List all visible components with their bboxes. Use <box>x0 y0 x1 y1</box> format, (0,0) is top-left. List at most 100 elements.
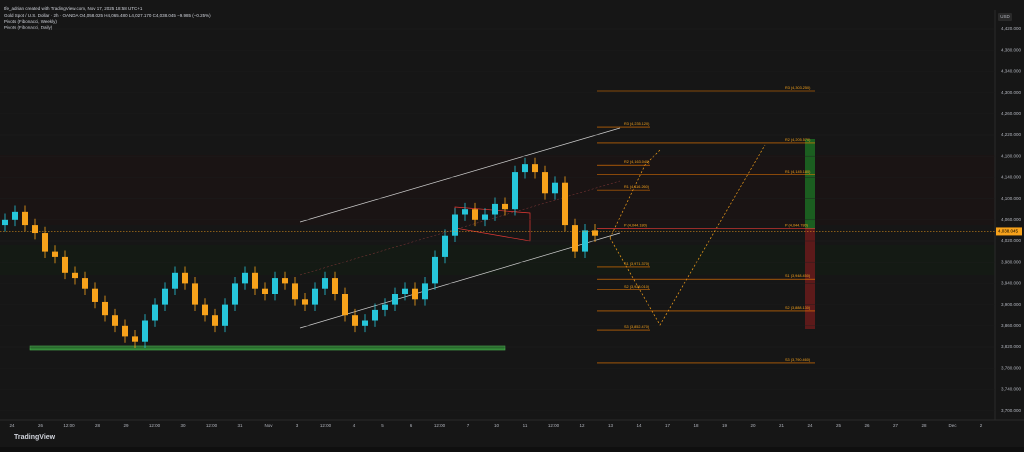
x-tick-label: 26 <box>864 423 870 428</box>
candle-body <box>402 288 408 294</box>
candle-body <box>372 309 378 321</box>
current-price-box <box>996 227 1022 236</box>
pivot-label: R3 (4,235.120) <box>624 122 650 126</box>
currency-box[interactable] <box>998 13 1012 21</box>
candle-body <box>582 230 588 252</box>
x-tick-label: 17 <box>665 423 671 428</box>
candle-body <box>142 320 148 342</box>
candle-body <box>382 304 388 310</box>
y-tick-label: 4,140.000 <box>1001 175 1022 180</box>
candle-body <box>342 294 348 316</box>
currency[interactable]: USD <box>1000 14 1010 19</box>
y-tick-label: 4,220.000 <box>1001 132 1022 137</box>
x-tick-label: 14 <box>636 423 642 428</box>
candle-body <box>462 209 468 215</box>
candle-body <box>512 172 518 210</box>
candle-body <box>72 272 78 279</box>
x-tick-label: 21 <box>779 423 785 428</box>
y-tick-label: 4,180.000 <box>1001 153 1022 158</box>
pivot-label: R1 (4,116.260) <box>624 185 650 189</box>
x-tick-label: 18 <box>693 423 699 428</box>
y-tick-label: 3,980.000 <box>1001 259 1022 264</box>
x-tick-label: 12:00 <box>434 423 446 428</box>
x-tick-label: 31 <box>237 423 243 428</box>
candle-body <box>312 288 318 305</box>
x-tick-label: 20 <box>750 423 756 428</box>
target-zone <box>805 139 815 229</box>
x-tick-label: 10 <box>494 423 500 428</box>
candle-body <box>152 304 158 321</box>
pivot-label: P (4,044.180) <box>624 223 648 227</box>
pivot-label: P (4,044.780) <box>785 223 809 227</box>
x-tick-label: 4 <box>353 423 356 428</box>
candle-body <box>82 278 88 289</box>
x-tick-label: 5 <box>381 423 384 428</box>
x-tick-label: 11 <box>523 423 528 428</box>
candle-body <box>2 219 8 226</box>
candle-body <box>172 272 178 289</box>
candle-body <box>112 315 118 326</box>
pivot-label: S1 (3,971.370) <box>624 262 650 266</box>
candle-body <box>502 203 508 210</box>
candle-body <box>302 299 308 305</box>
current-price-label: 4,038.045 <box>998 229 1019 234</box>
y-tick-label: 3,900.000 <box>1001 302 1022 307</box>
x-tick-label: 12:00 <box>206 423 218 428</box>
y-tick-label: 3,860.000 <box>1001 323 1022 328</box>
x-tick-label: 24 <box>9 423 15 428</box>
candle-body <box>162 288 168 305</box>
candle-body <box>222 304 228 326</box>
pivot-label: R2 (4,205.570) <box>785 138 811 142</box>
candle-body <box>412 288 418 300</box>
x-tick-label: 7 <box>467 423 470 428</box>
candle-body <box>262 288 268 294</box>
candle-body <box>92 288 98 302</box>
support-zone <box>29 345 506 351</box>
candle-body <box>492 203 498 215</box>
candle-body <box>352 315 358 326</box>
candle-body <box>362 320 368 326</box>
pivot-label: R2 (4,163.040) <box>624 160 650 164</box>
candle-body <box>102 301 108 316</box>
candle-body <box>282 278 288 284</box>
candle-body <box>592 230 598 236</box>
chart-layer: 3,700.000 3,740.000 3,780.000 3,820.000 3,86… <box>0 26 1022 428</box>
candle-body <box>202 304 208 316</box>
x-tick-label: 19 <box>722 423 728 428</box>
candle-body <box>332 278 338 294</box>
indicator: Pivots (Fibonacci, Weekly) <box>4 19 57 24</box>
y-tick-label: 4,020.000 <box>1001 238 1022 243</box>
channel-top <box>299 127 621 223</box>
candle-body <box>522 164 528 173</box>
y-tick-label: 3,780.000 <box>1001 365 1022 370</box>
y-tick-label: 4,060.000 <box>1001 217 1022 222</box>
y-tick-label: 4,380.000 <box>1001 47 1022 52</box>
x-tick-label: Nov <box>264 423 273 428</box>
candle-body <box>12 211 18 220</box>
author-line: tfe_adrian created with TradingView.com,… <box>4 6 143 11</box>
y-tick-label: 4,340.000 <box>1001 69 1022 74</box>
y-tick-label: 3,940.000 <box>1001 281 1022 286</box>
support-shade <box>0 245 995 275</box>
candle-body <box>422 283 428 300</box>
candle-body <box>132 336 138 342</box>
y-tick-label: 4,420.000 <box>1001 26 1022 31</box>
pivot-label: R3 (4,303.250) <box>785 86 811 90</box>
x-tick-label: 27 <box>893 423 899 428</box>
pivot-label: S3 (3,852.470) <box>624 325 650 329</box>
candle-body <box>212 315 218 326</box>
y-tick-label: 3,820.000 <box>1001 344 1022 349</box>
x-tick-label: Dec <box>948 423 957 428</box>
candle-body <box>32 225 38 234</box>
pivot-label: R1 (4,145.180) <box>785 170 811 174</box>
candle-body <box>552 182 558 194</box>
candle-body <box>122 325 128 337</box>
x-tick-label: 24 <box>807 423 813 428</box>
candle-body <box>22 211 28 226</box>
x-tick-label: 12:00 <box>63 423 75 428</box>
x-tick-label: 3 <box>296 423 299 428</box>
pivot-label: S2 (3,888.130) <box>785 306 811 310</box>
indicator: Pivots (Fibonacci, Daily) <box>4 25 53 30</box>
candle-body <box>542 172 548 194</box>
